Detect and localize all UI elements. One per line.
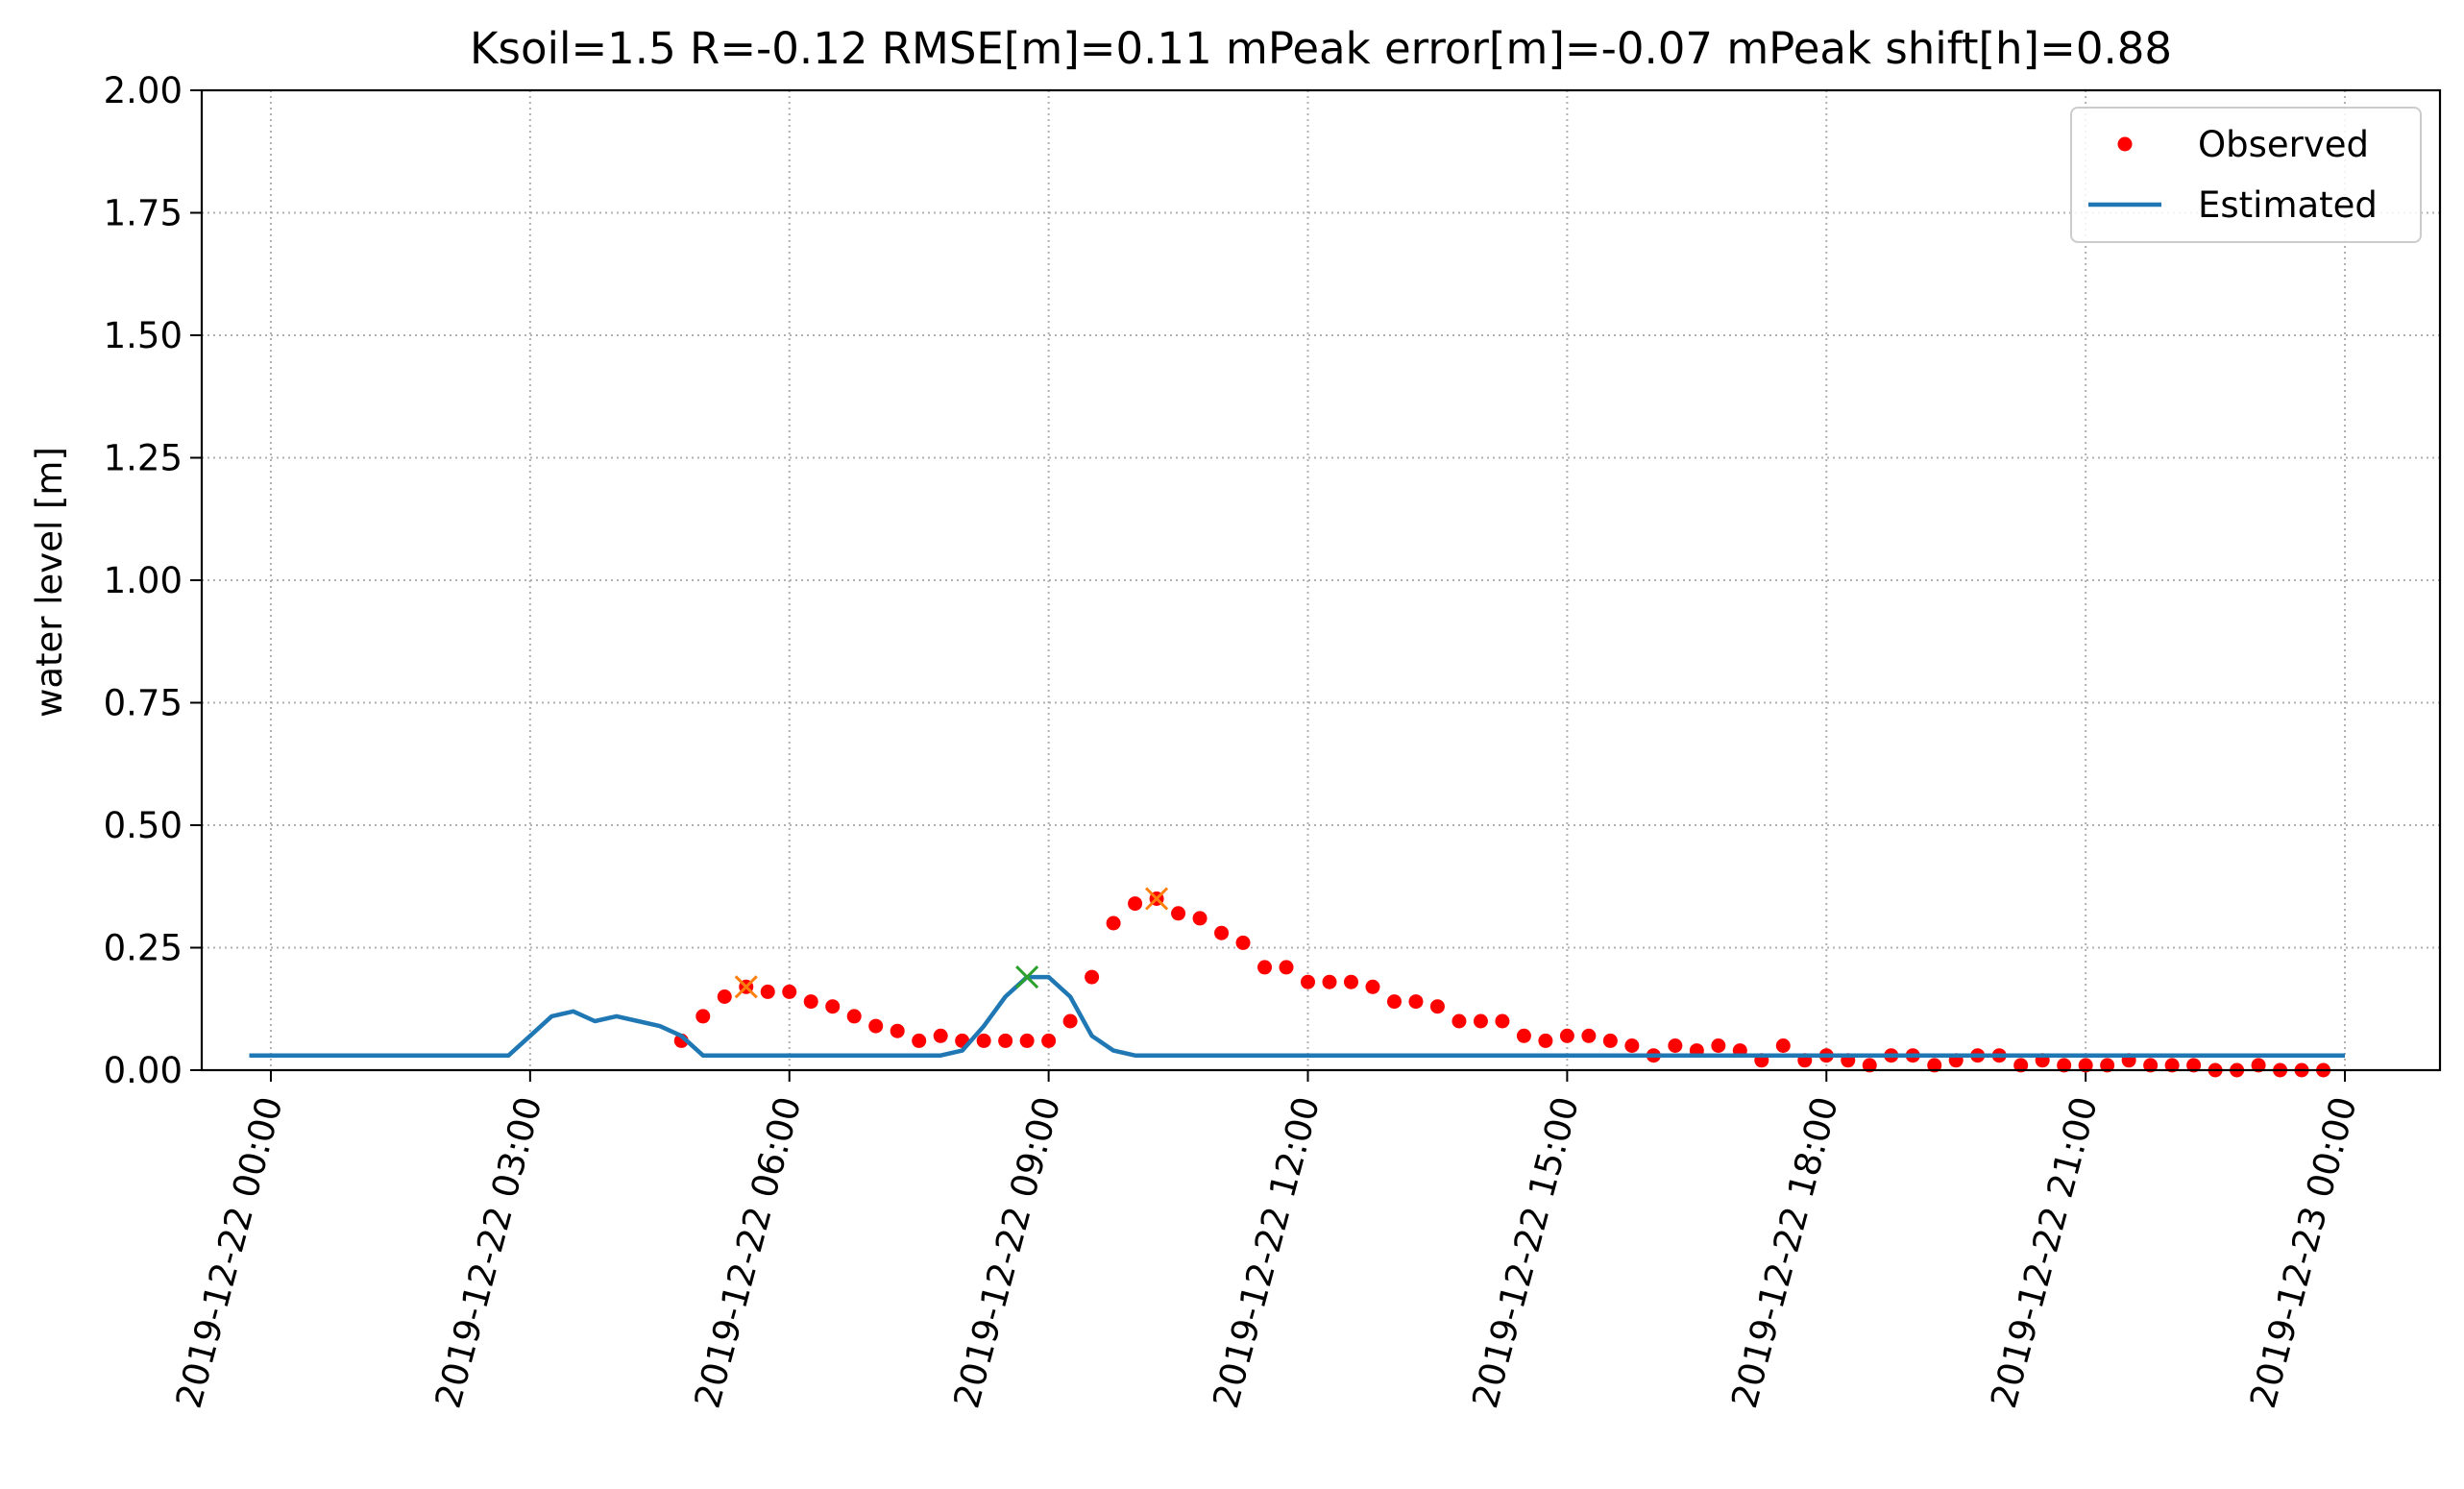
- peak-marker-stroke: [734, 975, 758, 999]
- observed-point: [2186, 1058, 2202, 1073]
- estimated-line: [249, 974, 2345, 1058]
- peak-marker: [1145, 887, 1169, 911]
- y-tick-label: 1.75: [104, 193, 183, 234]
- observed-point: [1624, 1038, 1640, 1053]
- observed-point: [1235, 935, 1251, 950]
- observed-point: [933, 1028, 948, 1043]
- y-axis-label: water level [m]: [29, 447, 70, 718]
- observed-point: [1301, 974, 1316, 989]
- observed-point: [890, 1023, 905, 1038]
- observed-point: [1495, 1013, 1510, 1029]
- y-tick-label: 1.50: [104, 315, 183, 356]
- peak-marker-stroke: [1145, 887, 1169, 911]
- observed-point: [782, 984, 797, 999]
- y-tick-label: 0.50: [104, 805, 183, 846]
- observed-point: [1365, 979, 1380, 994]
- y-tick-label: 0.00: [104, 1050, 183, 1091]
- observed-point: [2057, 1058, 2072, 1073]
- legend-label: Estimated: [2198, 184, 2378, 226]
- observed-point: [912, 1033, 927, 1048]
- observed-point: [1019, 1033, 1035, 1048]
- observed-point: [760, 984, 775, 999]
- observed-point: [1257, 960, 1273, 975]
- observed-point: [803, 994, 818, 1010]
- observed-point: [2013, 1058, 2029, 1073]
- observed-point: [846, 1009, 862, 1024]
- observed-point: [1927, 1058, 1942, 1073]
- observed-point: [1452, 1013, 1467, 1029]
- observed-point: [1538, 1033, 1553, 1048]
- observed-point: [868, 1018, 884, 1034]
- legend: Observed Estimated: [2070, 107, 2422, 243]
- chart-title: Ksoil=1.5 R=-0.12 RMSE[m]=0.11 mPeak err…: [470, 23, 2172, 74]
- legend-label: Observed: [2198, 124, 2369, 165]
- peak-markers: [734, 887, 1169, 999]
- observed-point: [998, 1033, 1013, 1048]
- observed-point: [1862, 1058, 1877, 1073]
- observed-point: [1408, 994, 1424, 1010]
- observed-point: [1062, 1013, 1078, 1029]
- observed-point: [2078, 1058, 2093, 1073]
- peak-marker: [734, 975, 758, 999]
- observed-point: [1711, 1038, 1726, 1053]
- y-axis-ticks: 0.00 0.25 0.50 0.75 1.00 1.25 1.50 1.75 2.00: [104, 70, 202, 1091]
- legend-entry-observed: Observed: [2117, 124, 2369, 165]
- observed-point: [976, 1033, 991, 1048]
- observed-point: [1429, 999, 1445, 1014]
- observed-point: [825, 999, 841, 1014]
- observed-point: [695, 1009, 711, 1024]
- observed-point: [1386, 994, 1402, 1010]
- observed-point: [1106, 915, 1121, 931]
- observed-point: [1775, 1038, 1791, 1053]
- observed-point: [1343, 974, 1358, 989]
- observed-point: [1171, 906, 1186, 921]
- observed-point: [1214, 925, 1230, 940]
- observed-point: [1473, 1013, 1488, 1029]
- y-tick-label: 2.00: [104, 70, 183, 111]
- observed-point: [1041, 1033, 1057, 1048]
- observed-point: [2100, 1058, 2115, 1073]
- series: [249, 891, 2345, 1078]
- observed-point: [1581, 1028, 1597, 1043]
- observed-point: [1322, 974, 1337, 989]
- observed-point: [2164, 1058, 2180, 1073]
- peak-marker: [1015, 965, 1039, 989]
- legend-box: [2070, 107, 2422, 243]
- plot-frame: [200, 88, 2442, 1072]
- legend-swatch-point: [2117, 136, 2133, 152]
- observed-point: [1192, 911, 1208, 926]
- observed-point: [1602, 1033, 1618, 1048]
- observed-point: [1279, 960, 1294, 975]
- observed-point: [1516, 1028, 1531, 1043]
- observed-point: [2143, 1058, 2159, 1073]
- observed-point: [1668, 1038, 1683, 1053]
- y-tick-label: 0.75: [104, 683, 183, 724]
- series-estimated: [249, 974, 2345, 1058]
- observed-point: [717, 989, 732, 1004]
- observed-point: [1128, 896, 1143, 912]
- observed-point: [1085, 969, 1100, 985]
- observed-point: [1559, 1028, 1574, 1043]
- y-tick-label: 0.25: [104, 928, 183, 969]
- observed-point: [2251, 1058, 2266, 1073]
- y-tick-label: 1.00: [104, 560, 183, 601]
- y-tick-label: 1.25: [104, 438, 183, 479]
- peak-marker-stroke: [1015, 965, 1039, 989]
- legend-entry-estimated: Estimated: [2088, 184, 2378, 226]
